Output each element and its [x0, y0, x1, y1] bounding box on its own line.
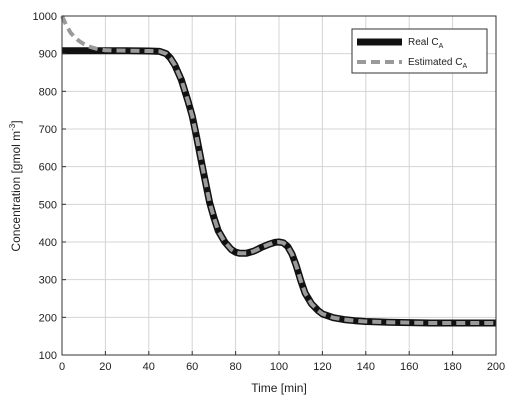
x-tick-label: 180	[443, 361, 461, 373]
x-tick-label: 160	[400, 361, 418, 373]
ticks: 0 20 40 60 80 100 120 140 160 180 200 100 200 300 400 5…	[33, 11, 506, 373]
x-tick-label: 120	[313, 361, 331, 373]
legend: Real CA Estimated CA	[351, 28, 488, 74]
x-tick-label: 20	[99, 361, 111, 373]
y-tick-label: 900	[39, 49, 57, 61]
x-tick-label: 60	[186, 361, 198, 373]
y-tick-label: 200	[39, 312, 57, 324]
y-tick-label: 800	[39, 86, 57, 98]
y-tick-label: 700	[39, 124, 57, 136]
y-tick-label: 500	[39, 199, 57, 211]
x-tick-label: 0	[59, 361, 65, 373]
x-tick-label: 200	[487, 361, 505, 373]
y-tick-label: 1000	[33, 11, 57, 23]
legend-box	[351, 28, 488, 74]
legend-label-real: Real CA	[408, 37, 444, 50]
y-tick-label: 400	[39, 237, 57, 249]
x-tick-label: 100	[270, 361, 288, 373]
x-tick-label: 40	[143, 361, 155, 373]
legend-label-estimated: Estimated CA	[408, 57, 467, 70]
x-tick-label: 140	[357, 361, 375, 373]
y-tick-label: 600	[39, 162, 57, 174]
series-estimated-line	[60, 15, 496, 325]
y-tick-label: 300	[39, 275, 57, 287]
series-layer	[60, 15, 496, 327]
y-axis-label: Concentration [gmol m-3]	[8, 120, 23, 251]
y-tick-label: 100	[39, 350, 57, 362]
x-tick-label: 80	[229, 361, 241, 373]
x-axis-label: Time [min]	[251, 381, 307, 395]
